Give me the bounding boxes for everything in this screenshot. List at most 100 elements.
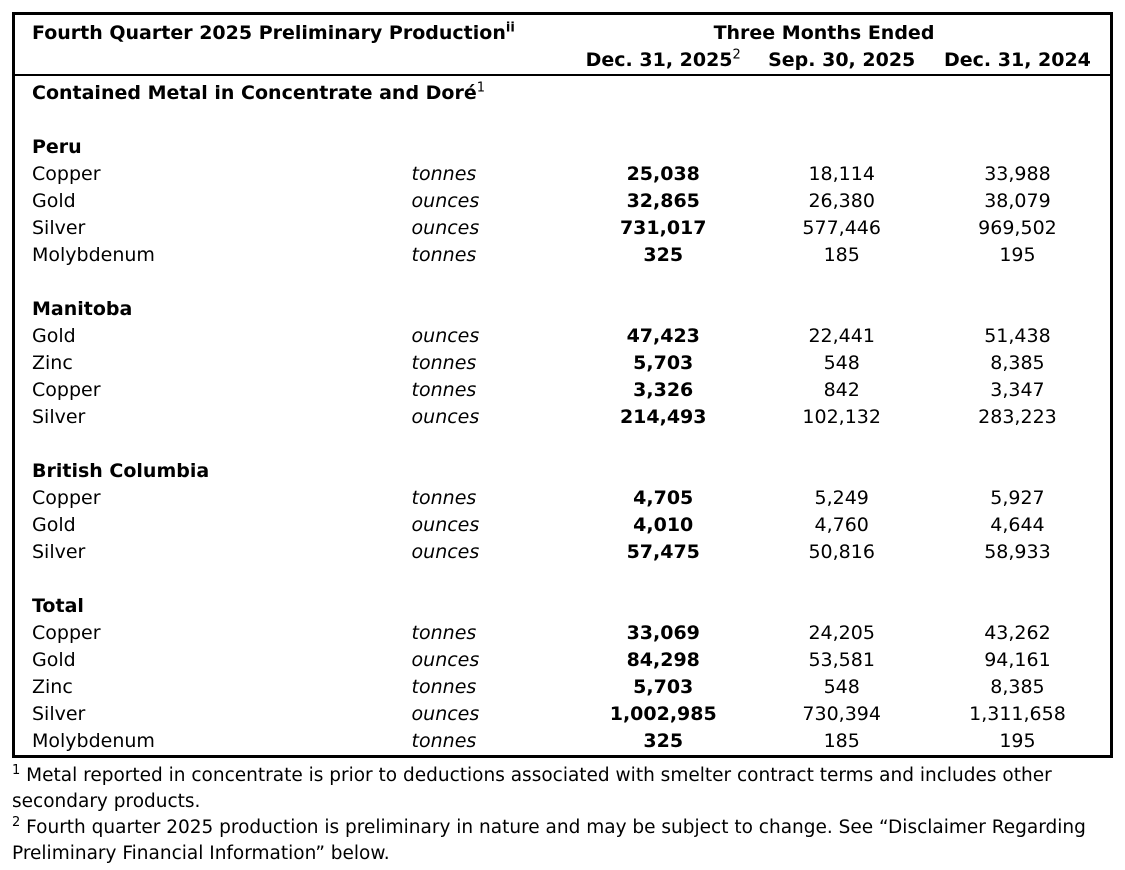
section-superscript: 1	[476, 80, 486, 96]
group-name: Peru	[32, 136, 82, 158]
value-cell-current-quarter: 25,038	[626, 163, 700, 185]
value-cell-prior-year: 5,927	[990, 487, 1045, 509]
unit-cell: tonnes	[411, 163, 477, 185]
value-cell-prior-year: 8,385	[990, 352, 1045, 374]
value-cell-current-quarter: 5,703	[633, 352, 694, 374]
value-cell-current-quarter: 325	[643, 730, 684, 752]
table-row: Molybdenum tonnes 325 185 195	[14, 728, 1112, 757]
metal-name-cell: Gold	[32, 190, 76, 212]
spacer-cell	[14, 431, 1112, 458]
metal-name-cell: Copper	[32, 622, 101, 644]
value-cell-prior-year: 58,933	[984, 541, 1051, 563]
metal-name-cell: Gold	[32, 649, 76, 671]
value-cell-current-quarter: 84,298	[626, 649, 700, 671]
unit-cell: ounces	[411, 541, 480, 563]
unit-cell: tonnes	[411, 676, 477, 698]
value-cell-prior-quarter: 5,249	[814, 487, 869, 509]
unit-cell: ounces	[411, 217, 480, 239]
value-cell-current-quarter: 47,423	[626, 325, 700, 347]
unit-cell: tonnes	[411, 379, 477, 401]
value-cell-prior-year: 195	[999, 730, 1036, 752]
period-header: Three Months Ended	[713, 22, 935, 44]
table-row: Copper tonnes 25,038 18,114 33,988	[14, 161, 1112, 188]
production-table: Fourth Quarter 2025 Preliminary Producti…	[12, 12, 1113, 758]
footnote-2: 2 Fourth quarter 2025 production is prel…	[12, 815, 1113, 867]
unit-cell: tonnes	[411, 487, 477, 509]
unit-cell: ounces	[411, 190, 480, 212]
spacer-row	[14, 107, 1112, 134]
spacer-cell	[14, 107, 1112, 134]
value-cell-prior-quarter: 4,760	[814, 514, 869, 536]
table-row: Silver ounces 1,002,985 730,394 1,311,65…	[14, 701, 1112, 728]
table-row: Zinc tonnes 5,703 548 8,385	[14, 674, 1112, 701]
value-cell-prior-quarter: 185	[823, 730, 860, 752]
footnote-1-marker: 1	[12, 762, 21, 778]
table-header: Fourth Quarter 2025 Preliminary Producti…	[13, 14, 1112, 75]
section-header: Contained Metal in Concentrate and Doré1	[14, 75, 1112, 107]
unit-cell: tonnes	[411, 244, 477, 266]
value-cell-prior-year: 195	[999, 244, 1036, 266]
group-name: British Columbia	[32, 460, 210, 482]
metal-name-cell: Molybdenum	[32, 244, 155, 266]
footnote-1: 1 Metal reported in concentrate is prior…	[12, 763, 1113, 815]
header-row-dates: Dec. 31, 20252 Sep. 30, 2025 Dec. 31, 20…	[14, 47, 1112, 75]
metal-name-cell: Copper	[32, 163, 101, 185]
table-body: Contained Metal in Concentrate and Doré1…	[14, 75, 1112, 757]
value-cell-prior-year: 969,502	[978, 217, 1057, 239]
value-cell-prior-quarter: 842	[823, 379, 860, 401]
value-cell-current-quarter: 4,010	[633, 514, 694, 536]
table-row: Silver ounces 57,475 50,816 58,933	[14, 539, 1112, 566]
value-cell-prior-quarter: 24,205	[808, 622, 875, 644]
table-row: Zinc tonnes 5,703 548 8,385	[14, 350, 1112, 377]
value-cell-prior-year: 94,161	[984, 649, 1051, 671]
metal-name-cell: Molybdenum	[32, 730, 155, 752]
value-cell-current-quarter: 4,705	[633, 487, 694, 509]
value-cell-current-quarter: 214,493	[619, 406, 707, 428]
metal-name-cell: Silver	[32, 541, 86, 563]
table-row: Copper tonnes 33,069 24,205 43,262	[14, 620, 1112, 647]
value-cell-current-quarter: 33,069	[626, 622, 700, 644]
footnote-2-text: Fourth quarter 2025 production is prelim…	[12, 817, 1086, 864]
value-cell-current-quarter: 5,703	[633, 676, 694, 698]
value-cell-prior-year: 33,988	[984, 163, 1051, 185]
metal-name-cell: Zinc	[32, 676, 73, 698]
table-row: Gold ounces 84,298 53,581 94,161	[14, 647, 1112, 674]
metal-name-cell: Silver	[32, 406, 86, 428]
table-row: Gold ounces 32,865 26,380 38,079	[14, 188, 1112, 215]
value-cell-prior-quarter: 50,816	[808, 541, 875, 563]
header-spacer-cell	[14, 47, 568, 75]
table-row: Silver ounces 731,017 577,446 969,502	[14, 215, 1112, 242]
unit-cell: ounces	[411, 514, 480, 536]
spacer-row	[14, 431, 1112, 458]
table-row: Silver ounces 214,493 102,132 283,223	[14, 404, 1112, 431]
value-cell-current-quarter: 57,475	[626, 541, 700, 563]
unit-cell: ounces	[411, 406, 480, 428]
column-header-sep-30-2025: Sep. 30, 2025	[768, 49, 916, 71]
metal-name-cell: Silver	[32, 217, 86, 239]
page-title-text: Fourth Quarter 2025 Preliminary Producti…	[32, 22, 506, 44]
value-cell-prior-year: 43,262	[984, 622, 1051, 644]
value-cell-current-quarter: 32,865	[626, 190, 700, 212]
footnote-1-text: Metal reported in concentrate is prior t…	[12, 765, 1052, 812]
column-header-dec-31-2024: Dec. 31, 2024	[944, 49, 1091, 71]
metal-name-cell: Copper	[32, 379, 101, 401]
value-cell-prior-quarter: 730,394	[802, 703, 881, 725]
section-header-text: Contained Metal in Concentrate and Doré	[32, 82, 477, 104]
header-row-title: Fourth Quarter 2025 Preliminary Producti…	[14, 14, 1112, 48]
value-cell-prior-year: 51,438	[984, 325, 1051, 347]
group-header-row-total: Total	[14, 593, 1112, 620]
table-row: Molybdenum tonnes 325 185 195	[14, 242, 1112, 269]
spacer-cell	[14, 269, 1112, 296]
value-cell-prior-quarter: 22,441	[808, 325, 875, 347]
group-header-row-peru: Peru	[14, 134, 1112, 161]
unit-cell: tonnes	[411, 622, 477, 644]
group-name: Manitoba	[32, 298, 133, 320]
metal-name-cell: Gold	[32, 514, 76, 536]
title-superscript: ii	[505, 20, 515, 36]
value-cell-prior-quarter: 26,380	[808, 190, 875, 212]
metal-name-cell: Copper	[32, 487, 101, 509]
table-row: Gold ounces 4,010 4,760 4,644	[14, 512, 1112, 539]
spacer-row	[14, 566, 1112, 593]
column-label: Dec. 31, 2025	[585, 49, 733, 71]
